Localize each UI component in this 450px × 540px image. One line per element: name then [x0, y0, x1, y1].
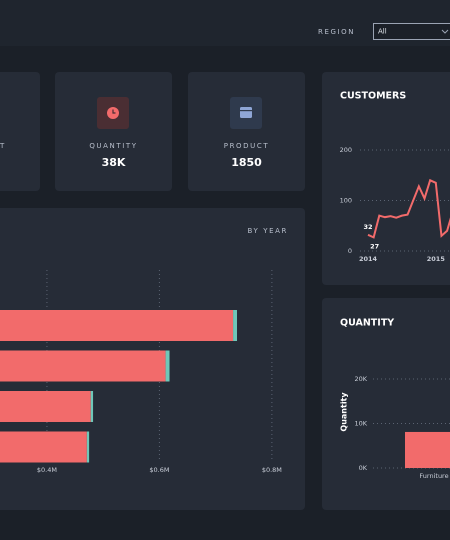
clock-hand	[112, 109, 116, 114]
kpi-card	[188, 72, 305, 191]
kpi-value: 1850	[231, 156, 262, 169]
kpi-value: 38K	[102, 156, 126, 169]
y-tick-label: 20K	[354, 375, 367, 383]
kpi-card	[0, 72, 40, 191]
bar	[405, 431, 450, 468]
kpi-label: QUANTITY	[89, 142, 137, 150]
by-year-toggle[interactable]: BY YEAR	[248, 227, 288, 235]
kpi-label: T	[0, 142, 6, 150]
bar-segment	[233, 310, 238, 341]
chevron	[441, 29, 449, 34]
bar-segment	[90, 391, 94, 422]
chart-title: CUSTOMERS	[340, 91, 406, 102]
kpi-card	[55, 72, 172, 191]
data-label: 32	[363, 223, 372, 231]
chart-title: QUANTITY	[340, 318, 394, 329]
x-tick-label: 2014	[359, 255, 378, 263]
chart: 0K 10K 20K Furniture	[354, 375, 450, 480]
chart: 0 100 200 2014 2015 32 27	[340, 146, 450, 263]
y-tick-label: 0K	[359, 464, 368, 472]
bar-segment	[86, 431, 90, 463]
y-tick-label: 100	[340, 197, 352, 205]
x-tick-label: 2015	[427, 255, 446, 263]
region-dropdown[interactable]	[373, 23, 450, 40]
y-axis-label: Quantity	[340, 392, 349, 432]
x-tick-label: $0.4M	[37, 466, 57, 474]
x-tick-label: $0.8M	[262, 466, 282, 474]
calendar-line	[240, 110, 252, 112]
y-tick-label: 0	[348, 247, 352, 255]
data-label: 27	[370, 242, 379, 250]
y-tick-label: 200	[340, 146, 352, 154]
kpi-label: PRODUCT	[224, 142, 269, 150]
calendar-icon	[240, 107, 252, 118]
bar-segment	[0, 350, 166, 382]
bar-segment	[0, 431, 87, 463]
x-tick-label: Furniture	[419, 472, 448, 480]
x-tick-label: $0.6M	[149, 466, 169, 474]
panel	[322, 72, 450, 285]
bar-segment	[165, 350, 170, 382]
region-label: REGION	[318, 28, 355, 36]
bar-segment	[0, 391, 91, 422]
region-value[interactable]: All	[378, 28, 387, 36]
y-tick-label: 10K	[354, 420, 367, 428]
line	[367, 178, 450, 239]
chart: $0.4M $0.6M $0.8M	[0, 270, 282, 474]
bar-segment	[0, 310, 234, 341]
